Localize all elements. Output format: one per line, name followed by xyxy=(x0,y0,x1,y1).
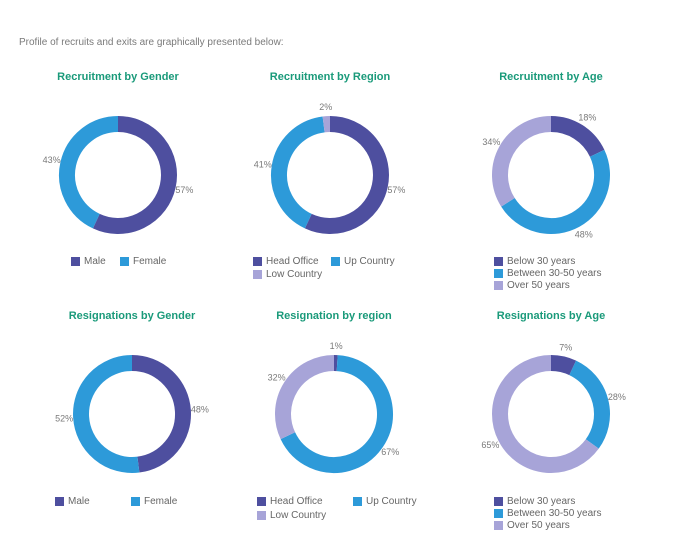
legend-swatch xyxy=(494,281,503,290)
data-label: 57% xyxy=(175,185,193,195)
legend-label: Between 30-50 years xyxy=(507,268,602,279)
donut-slice xyxy=(92,116,177,234)
legend-item: Male xyxy=(55,496,90,507)
donut-slice xyxy=(492,355,599,473)
legend-swatch xyxy=(331,257,340,266)
legend-item: Up Country xyxy=(331,256,395,267)
legend-swatch xyxy=(131,497,140,506)
donut-slice xyxy=(501,149,610,234)
legend-swatch xyxy=(353,497,362,506)
legend-label: Over 50 years xyxy=(507,280,570,291)
legend-label: Female xyxy=(133,256,167,267)
donut: 57% 43% xyxy=(43,116,193,234)
data-label: 52% xyxy=(55,413,73,423)
legend-swatch xyxy=(71,257,80,266)
legend-item: Below 30 years xyxy=(494,256,575,267)
donut-slice xyxy=(304,116,389,234)
legend-swatch xyxy=(253,270,262,279)
chart-recruitment-region: Recruitment by Region 57% 41% 2% xyxy=(235,70,425,234)
legend-item: Male xyxy=(71,256,106,267)
data-label: 34% xyxy=(482,137,500,147)
data-label: 65% xyxy=(481,440,499,450)
donut-slice xyxy=(550,116,605,158)
legend-item: Between 30-50 years xyxy=(494,508,602,519)
data-label: 18% xyxy=(578,113,596,123)
legend-label: Male xyxy=(84,256,106,267)
chart-resignation-region: Resignation by region 1% 67% 32% xyxy=(239,309,429,473)
donut-slice xyxy=(271,116,325,229)
donut-slice xyxy=(59,116,119,229)
intro-text: Profile of recruits and exits are graphi… xyxy=(19,37,284,48)
data-label: 28% xyxy=(608,392,626,402)
donut-slice xyxy=(131,355,191,473)
data-label: 32% xyxy=(268,373,286,383)
data-label: 57% xyxy=(387,185,405,195)
data-label: 48% xyxy=(191,405,209,415)
chart-title: Resignations by Gender xyxy=(68,310,196,322)
legend-swatch xyxy=(253,257,262,266)
legend-item: Head Office xyxy=(257,496,323,507)
legend-label: Low Country xyxy=(270,510,327,521)
donut: 7% 28% 65% xyxy=(481,343,626,473)
legend-item: Over 50 years xyxy=(494,520,570,531)
legend-item: Over 50 years xyxy=(494,280,570,291)
legend-item: Female xyxy=(120,256,166,267)
donut-slice xyxy=(550,355,577,376)
data-label: 43% xyxy=(43,155,61,165)
chart-resignations-gender: Resignations by Gender 48% 52% xyxy=(37,309,227,473)
chart-title: Recruitment by Age xyxy=(499,71,603,83)
legend-label: Head Office xyxy=(270,496,323,507)
chart-recruitment-gender: Recruitment by Gender 57% 43% xyxy=(23,70,213,234)
legend-item: Head Office xyxy=(253,256,319,267)
legend-item: Up Country xyxy=(353,496,417,507)
donut-slice xyxy=(568,360,610,449)
legend-label: Between 30-50 years xyxy=(507,508,602,519)
legend-label: Female xyxy=(144,496,178,507)
legend-label: Low Country xyxy=(266,269,323,280)
data-label: 2% xyxy=(319,102,332,112)
donut-slice xyxy=(492,116,552,207)
data-label: 41% xyxy=(254,159,272,169)
legend-swatch xyxy=(494,497,503,506)
data-label: 48% xyxy=(575,230,593,240)
legend-item: Low Country xyxy=(257,510,326,521)
legend-swatch xyxy=(494,521,503,530)
legend-swatch xyxy=(494,509,503,518)
data-label: 1% xyxy=(330,341,343,351)
chart-title: Resignation by region xyxy=(276,310,392,322)
donut: 18% 48% 34% xyxy=(482,113,610,240)
legend-swatch xyxy=(257,511,266,520)
data-label: 7% xyxy=(559,343,572,353)
legend-swatch xyxy=(55,497,64,506)
legend-label: Head Office xyxy=(266,256,319,267)
chart-title: Resignations by Age xyxy=(496,310,606,322)
chart-title: Recruitment by Gender xyxy=(57,71,179,83)
donut: 57% 41% 2% xyxy=(254,102,405,234)
legend-swatch xyxy=(257,497,266,506)
legend-label: Up Country xyxy=(344,256,395,267)
legend-label: Up Country xyxy=(366,496,417,507)
legend-label: Below 30 years xyxy=(507,256,576,267)
legend-swatch xyxy=(494,269,503,278)
legend-item: Female xyxy=(131,496,177,507)
legend-label: Male xyxy=(68,496,90,507)
legend-swatch xyxy=(120,257,129,266)
chart-resignations-age: Resignations by Age 7% 28% 65% xyxy=(456,309,646,473)
legend-item: Below 30 years xyxy=(494,496,575,507)
donut: 48% 52% xyxy=(55,355,209,473)
legend-swatch xyxy=(494,257,503,266)
chart-title: Recruitment by Region xyxy=(269,71,391,83)
legend-item: Low Country xyxy=(253,269,322,280)
donut-slice xyxy=(280,355,393,473)
chart-recruitment-age: Recruitment by Age 18% 48% 34% xyxy=(456,70,646,240)
donut-slice xyxy=(73,355,140,473)
legend-label: Below 30 years xyxy=(507,496,576,507)
donut-slice xyxy=(275,355,335,440)
data-label: 67% xyxy=(381,447,399,457)
legend-label: Over 50 years xyxy=(507,520,570,531)
legend-item: Between 30-50 years xyxy=(494,268,602,279)
donut: 1% 67% 32% xyxy=(268,341,399,473)
